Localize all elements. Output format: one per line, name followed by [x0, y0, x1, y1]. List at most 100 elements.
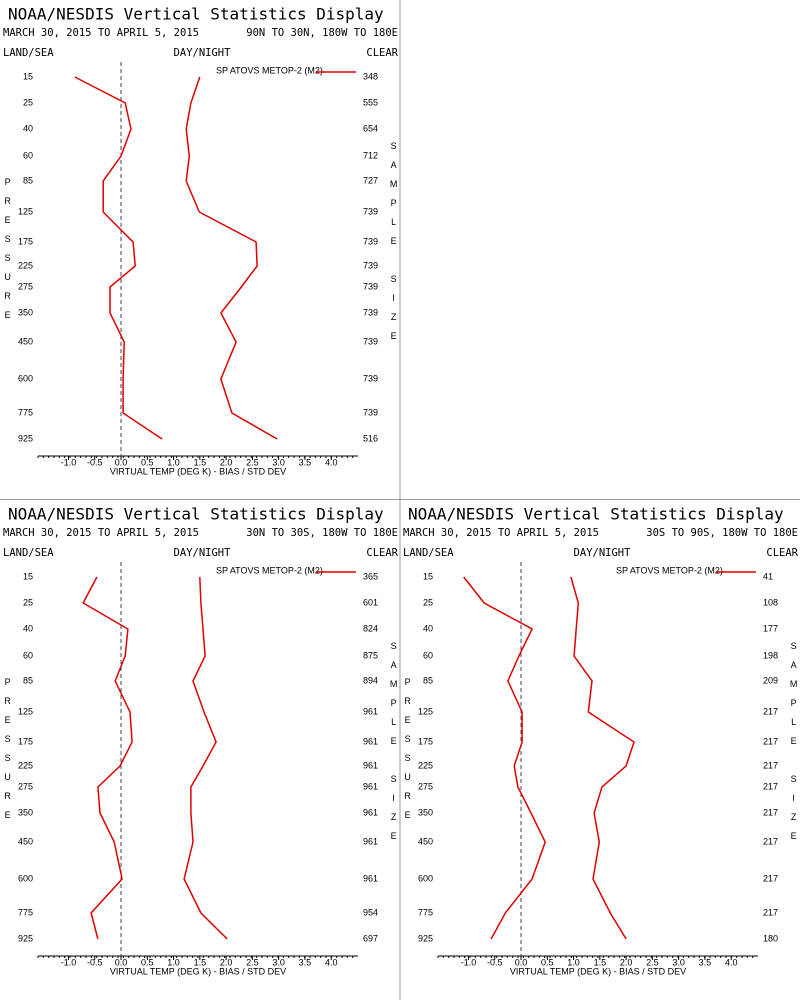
x-tick-label: 1.5 — [194, 457, 207, 467]
region: 30S TO 90S, 180W TO 180E — [646, 527, 798, 539]
sample-size: 961 — [363, 781, 378, 791]
left-label: LAND/SEA — [403, 547, 454, 559]
y-tick-label: 125 — [418, 706, 433, 716]
right-label: CLEAR — [366, 47, 398, 59]
x-tick-label: 0.5 — [141, 957, 154, 967]
sample-size: 739 — [363, 260, 378, 270]
sample-size: 961 — [363, 706, 378, 716]
bias-line — [74, 76, 163, 440]
sample-size: 217 — [763, 706, 778, 716]
x-tick-label: 3.5 — [299, 457, 312, 467]
sample-size: 41 — [763, 571, 773, 581]
y-tick-label: 25 — [23, 597, 33, 607]
sample-size: 824 — [363, 623, 378, 633]
sample-size: 739 — [363, 373, 378, 383]
x-tick-label: -0.5 — [87, 957, 103, 967]
y2-axis-label: SAMPLE SIZE — [389, 141, 399, 350]
y-tick-label: 25 — [23, 97, 33, 107]
right-label: CLEAR — [366, 547, 398, 559]
sample-size: 727 — [363, 175, 378, 185]
sample-size: 177 — [763, 623, 778, 633]
y-tick-label: 775 — [418, 907, 433, 917]
y-tick-label: 350 — [18, 807, 33, 817]
y-tick-label: 60 — [423, 650, 433, 660]
y-tick-label: 600 — [418, 873, 433, 883]
y-tick-label: 60 — [23, 150, 33, 160]
sample-size: 875 — [363, 650, 378, 660]
panel: NOAA/NESDIS Vertical Statistics Display M… — [403, 505, 799, 977]
sample-size: 739 — [363, 206, 378, 216]
x-tick-label: 3.5 — [299, 957, 312, 967]
y-tick-label: 925 — [418, 933, 433, 943]
y-tick-label: 40 — [423, 623, 433, 633]
x-axis-label: VIRTUAL TEMP (DEG K) - BIAS / STD DEV — [110, 966, 286, 976]
x-tick-label: 2.0 — [220, 957, 233, 967]
x-tick-label: 1.5 — [194, 957, 207, 967]
sample-size: 739 — [363, 236, 378, 246]
std-dev-line — [183, 576, 228, 940]
subtitle: MARCH 30, 2015 TO APRIL 5, 2015 — [403, 527, 599, 539]
x-tick-label: 4.0 — [325, 957, 338, 967]
x-tick-label: 4.0 — [725, 957, 738, 967]
region: 30N TO 30S, 180W TO 180E — [246, 527, 398, 539]
x-axis-label: VIRTUAL TEMP (DEG K) - BIAS / STD DEV — [510, 966, 686, 976]
y-tick-label: 15 — [23, 71, 33, 81]
center-label: DAY/NIGHT — [174, 47, 232, 59]
x-tick-label: -1.0 — [61, 957, 77, 967]
sample-size: 739 — [363, 307, 378, 317]
panel: NOAA/NESDIS Vertical Statistics Display M… — [3, 5, 399, 477]
sample-size: 894 — [363, 675, 378, 685]
y-tick-label: 60 — [23, 650, 33, 660]
y-tick-label: 275 — [18, 781, 33, 791]
y-tick-label: 85 — [23, 675, 33, 685]
sample-size: 516 — [363, 433, 378, 443]
right-label: CLEAR — [766, 547, 798, 559]
y-tick-label: 350 — [418, 807, 433, 817]
x-tick-label: 0.0 — [115, 957, 128, 967]
x-tick-label: 2.0 — [220, 457, 233, 467]
sample-size: 365 — [363, 571, 378, 581]
x-tick-label: 0.0 — [115, 457, 128, 467]
sample-size: 217 — [763, 760, 778, 770]
title: NOAA/NESDIS Vertical Statistics Display — [408, 505, 784, 524]
bias-line — [463, 576, 547, 940]
x-tick-label: 2.5 — [246, 457, 259, 467]
std-dev-line — [570, 576, 635, 940]
y-axis-label: PRESSURE — [403, 677, 413, 829]
x-tick-label: 3.0 — [272, 957, 285, 967]
x-tick-label: 0.0 — [515, 957, 528, 967]
x-tick-label: 1.0 — [167, 957, 180, 967]
y-tick-label: 225 — [18, 760, 33, 770]
sample-size: 961 — [363, 836, 378, 846]
x-tick-label: 4.0 — [325, 457, 338, 467]
y-axis-label: PRESSURE — [3, 177, 13, 329]
sample-size: 217 — [763, 781, 778, 791]
y-tick-label: 450 — [18, 336, 33, 346]
sample-size: 555 — [363, 97, 378, 107]
sample-size: 697 — [363, 933, 378, 943]
panel: NOAA/NESDIS Vertical Statistics Display M… — [3, 505, 399, 977]
legend-label: SP ATOVS METOP-2 (M2) — [216, 565, 323, 575]
x-tick-label: 0.5 — [541, 957, 554, 967]
sample-size: 961 — [363, 736, 378, 746]
region: 90N TO 30N, 180W TO 180E — [246, 27, 398, 39]
y-tick-label: 450 — [18, 836, 33, 846]
sample-size: 217 — [763, 807, 778, 817]
x-tick-label: 0.5 — [141, 457, 154, 467]
y-tick-label: 775 — [18, 907, 33, 917]
sample-size: 108 — [763, 597, 778, 607]
x-tick-label: 3.0 — [672, 957, 685, 967]
y-axis-label: PRESSURE — [3, 677, 13, 829]
bias-line — [82, 576, 133, 940]
y-tick-label: 600 — [18, 373, 33, 383]
sample-size: 348 — [363, 71, 378, 81]
title: NOAA/NESDIS Vertical Statistics Display — [8, 505, 384, 524]
y-tick-label: 925 — [18, 933, 33, 943]
subtitle: MARCH 30, 2015 TO APRIL 5, 2015 — [3, 27, 199, 39]
y-tick-label: 85 — [23, 175, 33, 185]
sample-size: 209 — [763, 675, 778, 685]
left-label: LAND/SEA — [3, 47, 54, 59]
sample-size: 961 — [363, 760, 378, 770]
x-tick-label: 1.0 — [167, 457, 180, 467]
sample-size: 954 — [363, 907, 378, 917]
